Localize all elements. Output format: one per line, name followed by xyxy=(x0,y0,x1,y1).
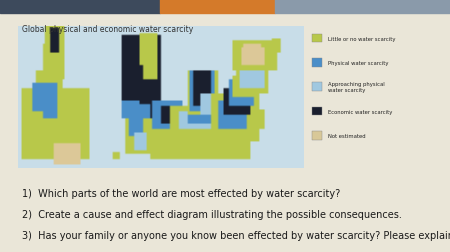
Text: Economic water scarcity: Economic water scarcity xyxy=(328,109,392,114)
Bar xyxy=(274,0,450,14)
Bar xyxy=(0,0,160,14)
Text: Little or no water scarcity: Little or no water scarcity xyxy=(328,37,396,41)
Bar xyxy=(311,59,322,68)
Text: Not estimated: Not estimated xyxy=(328,133,366,138)
Bar xyxy=(311,107,322,116)
Bar xyxy=(311,83,322,92)
Text: 3)  Has your family or anyone you know been effected by water scarcity? Please e: 3) Has your family or anyone you know be… xyxy=(22,230,450,240)
Bar xyxy=(160,0,274,14)
Text: Global physical and economic water scarcity: Global physical and economic water scarc… xyxy=(22,25,193,34)
Text: Physical water scarcity: Physical water scarcity xyxy=(328,61,389,66)
Text: 1)  Which parts of the world are most effected by water scarcity?: 1) Which parts of the world are most eff… xyxy=(22,188,340,198)
Text: Approaching physical
water scarcity: Approaching physical water scarcity xyxy=(328,82,385,93)
Text: 2)  Create a cause and effect diagram illustrating the possible consequences.: 2) Create a cause and effect diagram ill… xyxy=(22,209,402,219)
Bar xyxy=(311,35,322,43)
Bar xyxy=(311,132,322,140)
